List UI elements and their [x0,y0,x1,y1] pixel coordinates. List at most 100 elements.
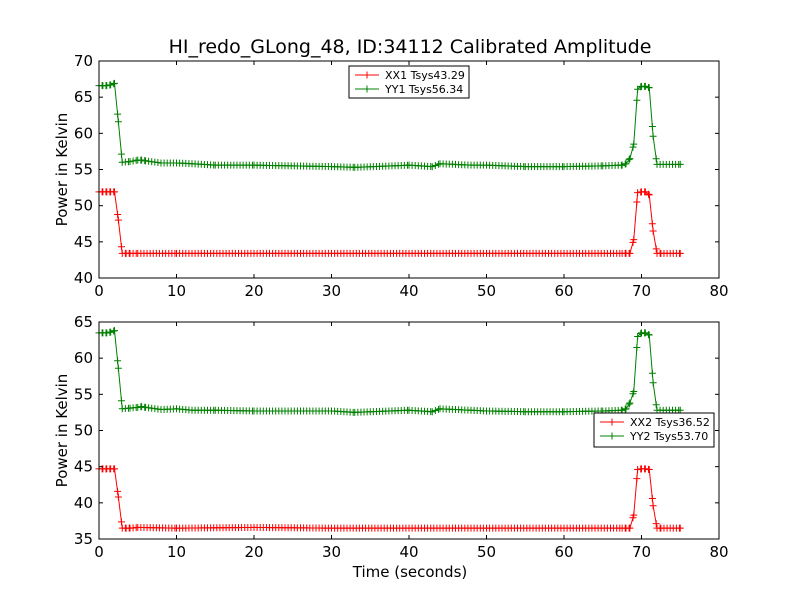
x-tick-label: 40 [399,543,418,561]
data-point [648,369,656,377]
y-tick-label: 70 [74,52,93,70]
legend-marker [608,432,616,440]
legend-marker [363,71,371,79]
y-tick-label: 45 [74,458,93,476]
data-point [634,189,642,197]
data-point [637,330,645,338]
data-point [117,518,125,526]
data-point [134,403,142,411]
data-point [630,236,638,244]
x-tick-label: 0 [94,543,104,561]
data-point [103,82,111,90]
data-point [111,79,118,87]
data-point [626,249,634,257]
legend-box [593,412,715,448]
data-point [652,520,660,528]
x-tick-label: 50 [477,282,496,300]
data-point [114,487,122,495]
data-point [625,156,633,164]
x-tick-label: 20 [244,282,263,300]
y-tick-label: 65 [74,313,93,331]
x-axis-label: Time (seconds) [352,563,468,581]
x-tick-label: 60 [554,543,573,561]
data-point [637,83,645,91]
data-point [114,210,122,218]
data-point [676,524,684,532]
y-tick-label: 55 [74,161,93,179]
legend-entry-label: YY1 Tsys56.34 [384,83,463,96]
legend-entry-label: YY2 Tsys53.70 [629,430,708,443]
data-point [107,328,115,336]
data-point [138,403,146,411]
data-point [676,160,684,168]
data-point [114,493,122,501]
data-point [431,161,439,169]
y-tick-label: 50 [74,197,93,215]
x-tick-label: 80 [709,282,728,300]
data-point [641,465,649,473]
series-1-0 [95,465,684,532]
x-tick-label: 70 [632,543,651,561]
x-tick-label: 70 [632,282,651,300]
x-tick-label: 60 [554,282,573,300]
data-point [649,227,657,235]
data-point [114,118,122,126]
y-tick-label: 60 [74,349,93,367]
data-point [652,401,660,409]
data-point [114,216,122,224]
series-0-0 [95,188,684,257]
x-tick-label: 30 [322,282,341,300]
x-tick-label: 30 [322,543,341,561]
y-tick-label: 40 [74,269,93,287]
data-point [114,110,122,118]
bottom-subplot: 0 10 20 30 40 50 60 70 80 35 40 45 50 55 60 65 Power in … [53,313,729,561]
x-tick-label: 20 [244,543,263,561]
data-point [634,466,642,474]
data-point [626,524,634,532]
data-point [114,357,122,365]
data-point [645,191,653,199]
data-point [629,143,637,151]
data-point [107,81,115,89]
data-point [626,399,634,407]
data-point [117,243,125,251]
data-point [645,84,653,92]
y-axis-label: Power in Kelvin [53,113,71,227]
data-point [649,379,657,387]
data-point [648,220,656,228]
data-point [649,502,657,510]
data-point [622,160,630,168]
series-1-1 [95,327,684,416]
y-tick-label: 55 [74,385,93,403]
x-tick-label: 80 [709,543,728,561]
data-point [641,329,649,337]
x-tick-label: 40 [399,282,418,300]
data-point [111,327,118,335]
data-point [645,466,653,474]
data-point [633,343,641,351]
data-point [111,188,118,196]
legend-entry-label: XX1 Tsys43.29 [385,69,465,82]
data-point [618,161,626,169]
legend-marker [608,418,616,426]
data-point [641,82,649,90]
data-point [630,511,638,519]
x-tick-label: 10 [167,543,186,561]
x-tick-label: 0 [94,282,104,300]
y-tick-label: 65 [74,88,93,106]
data-point [633,475,641,483]
data-point [431,407,439,415]
data-point [633,96,641,104]
legend-box [348,65,470,99]
data-point [117,397,125,405]
y-tick-label: 50 [74,422,93,440]
data-point [626,155,634,163]
data-point [630,387,638,395]
y-tick-label: 45 [74,233,93,251]
y-axis-label: Power in Kelvin [53,374,71,488]
data-point [428,163,436,171]
